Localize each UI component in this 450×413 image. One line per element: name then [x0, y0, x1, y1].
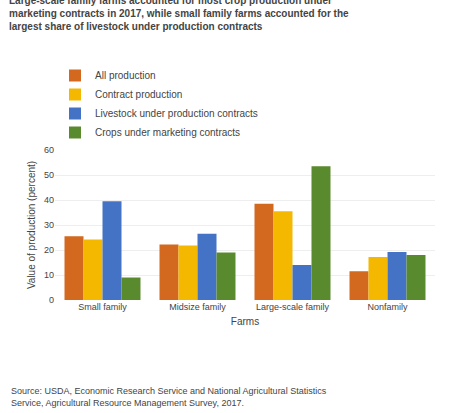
svg-text:Small family: Small family [78, 302, 127, 312]
svg-text:Farms: Farms [231, 316, 259, 327]
svg-text:Large-scale family farms accou: Large-scale family farms accounted for m… [9, 0, 349, 32]
svg-text:Livestock under production con: Livestock under production contracts [95, 108, 258, 119]
svg-text:Contract production: Contract production [95, 89, 182, 100]
svg-text:Midsize family: Midsize family [169, 302, 226, 312]
svg-text:Nonfamily: Nonfamily [367, 302, 408, 312]
svg-text:50: 50 [44, 170, 54, 180]
svg-text:Source: USDA, Economic Researc: Source: USDA, Economic Research Service … [11, 386, 327, 408]
svg-text:10: 10 [44, 270, 54, 280]
svg-text:Value of production (percent): Value of production (percent) [26, 161, 37, 289]
svg-text:60: 60 [44, 145, 54, 155]
svg-text:40: 40 [44, 195, 54, 205]
svg-text:30: 30 [44, 220, 54, 230]
svg-text:0: 0 [49, 295, 54, 305]
svg-text:20: 20 [44, 245, 54, 255]
svg-text:Large-scale family: Large-scale family [256, 302, 330, 312]
svg-text:All production: All production [95, 70, 156, 81]
svg-text:Crops under marketing contract: Crops under marketing contracts [95, 127, 240, 138]
